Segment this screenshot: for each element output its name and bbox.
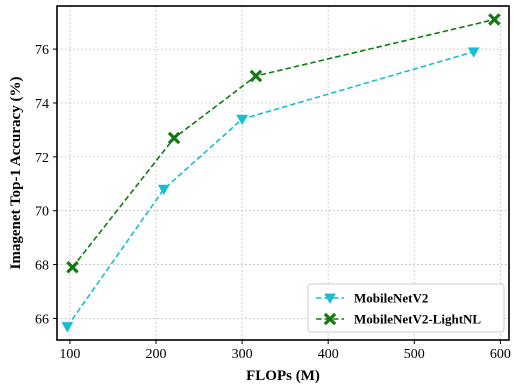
legend-label: MobileNetV2-LightNL: [354, 312, 481, 327]
x-axis-title: FLOPs (M): [246, 368, 320, 384]
data-point: [61, 322, 74, 333]
y-tick-label: 76: [35, 43, 49, 58]
y-tick-label: 68: [35, 259, 49, 274]
series-line: [66, 51, 474, 327]
data-point: [66, 261, 79, 274]
data-point: [324, 293, 336, 305]
y-tick-label: 70: [35, 205, 49, 220]
x-tick-label: 600: [490, 347, 511, 362]
legend-item: MobileNetV2: [316, 291, 428, 306]
x-tick-label: 200: [146, 347, 167, 362]
data-point: [167, 131, 181, 145]
y-tick-label: 72: [35, 151, 49, 166]
legend: MobileNetV2 MobileNetV2-LightNL: [307, 283, 505, 333]
data-point: [157, 184, 170, 196]
y-axis-title: Imagenet Top-1 Accuracy (%): [8, 77, 24, 270]
plot-frame: [56, 5, 510, 341]
legend-label: MobileNetV2: [354, 291, 428, 306]
axis-ticks: 100 200 300 400 500 600 66 68 70 72 74 76: [35, 43, 511, 362]
data-point: [488, 13, 501, 26]
legend-box: [307, 283, 505, 333]
x-tick-label: 300: [232, 347, 253, 362]
x-tick-label: 400: [318, 347, 339, 362]
series-line: [71, 18, 495, 268]
data-point: [236, 114, 249, 126]
data-point: [467, 47, 480, 58]
data-point: [249, 69, 263, 83]
y-tick-label: 66: [35, 312, 49, 327]
y-tick-label: 74: [35, 97, 49, 112]
data-point: [323, 312, 337, 326]
x-tick-label: 500: [404, 347, 425, 362]
series-1: [61, 47, 480, 333]
x-tick-label: 100: [59, 347, 80, 362]
legend-item: MobileNetV2-LightNL: [316, 312, 481, 327]
series-2: [66, 13, 501, 274]
series-group: [61, 13, 501, 333]
